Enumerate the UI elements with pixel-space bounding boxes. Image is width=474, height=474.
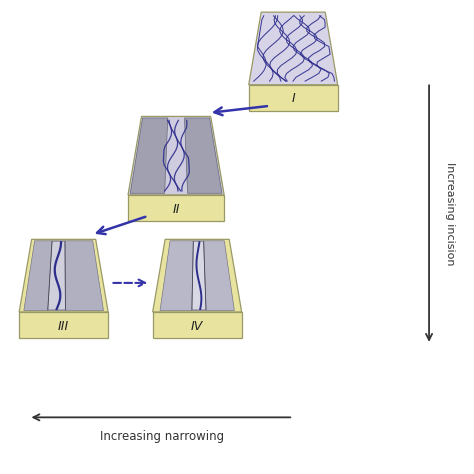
Polygon shape [153, 239, 242, 312]
Text: I: I [292, 92, 295, 105]
Polygon shape [249, 85, 337, 110]
Polygon shape [249, 12, 337, 85]
Polygon shape [128, 195, 224, 220]
Text: Increasing incision: Increasing incision [445, 162, 455, 265]
Text: II: II [173, 202, 180, 216]
Polygon shape [128, 117, 224, 195]
Text: IV: IV [191, 319, 203, 333]
Polygon shape [153, 312, 242, 337]
Text: III: III [58, 319, 69, 333]
Polygon shape [192, 242, 206, 310]
Polygon shape [160, 241, 234, 310]
Polygon shape [184, 118, 222, 193]
Polygon shape [130, 118, 168, 193]
Polygon shape [48, 242, 65, 310]
Polygon shape [19, 239, 108, 312]
Text: Increasing narrowing: Increasing narrowing [100, 429, 224, 443]
Polygon shape [19, 312, 108, 337]
Polygon shape [24, 241, 103, 310]
